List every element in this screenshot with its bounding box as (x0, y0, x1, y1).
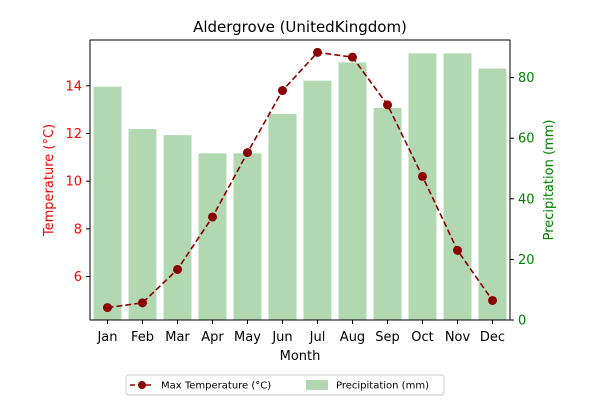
y-right-tick-label: 40 (518, 192, 535, 207)
temperature-point-jun (278, 86, 287, 96)
y-axis-left: 6 8 10 12 14 (65, 79, 90, 285)
x-tick-label: Jun (271, 330, 292, 345)
temperature-line-layer (103, 47, 497, 313)
temperature-point-mar (173, 264, 182, 274)
x-tick-label: Feb (131, 330, 154, 345)
legend-marker-swatch (138, 381, 146, 389)
temperature-point-nov (453, 245, 462, 255)
temperature-point-may (243, 148, 252, 158)
precipitation-bar-sep (373, 107, 402, 320)
temperature-point-oct (418, 171, 427, 181)
chart-title: Aldergrove (UnitedKingdom) (193, 18, 407, 36)
x-tick-label: Dec (480, 330, 505, 345)
y-left-tick-label: 14 (65, 79, 82, 94)
plot-frame (89, 39, 511, 321)
precipitation-bar-dec (478, 68, 507, 320)
y-right-tick-label: 80 (518, 71, 535, 86)
x-tick-label: Jul (309, 330, 326, 345)
x-tick-label: Oct (411, 330, 433, 345)
precipitation-bar-jul (303, 80, 332, 320)
y-right-tick-label: 0 (518, 314, 526, 329)
y-left-tick-label: 8 (74, 222, 82, 237)
y-left-tick-label: 6 (74, 270, 82, 285)
x-tick-label: Apr (201, 330, 224, 345)
precipitation-bar-may (233, 153, 262, 320)
x-tick-label: Aug (340, 330, 365, 345)
precipitation-bar-apr (198, 153, 227, 320)
x-axis: Jan Feb Mar Apr May Jun Jul Aug Sep Oct Nov Dec (96, 320, 505, 345)
legend-frame (125, 374, 445, 396)
y-axis-right: 0 20 40 60 80 (510, 71, 535, 329)
y-left-tick-label: 10 (65, 175, 82, 190)
x-tick-label: Sep (375, 330, 400, 345)
temperature-point-dec (488, 295, 497, 305)
precipitation-bar-jun (268, 113, 297, 320)
precipitation-bars (93, 53, 507, 321)
y-right-tick-label: 20 (518, 253, 535, 268)
temperature-point-apr (208, 212, 217, 222)
x-tick-label: Nov (445, 330, 471, 345)
y-axis-left-label: Temperature (°C) (42, 124, 57, 237)
y-right-tick-label: 60 (518, 132, 535, 147)
legend-label-temperature: Max Temperature (°C) (161, 381, 271, 392)
x-axis-label: Month (280, 349, 321, 364)
x-tick-label: May (234, 330, 261, 345)
legend: Max Temperature (°C) Precipitation (mm) (125, 374, 445, 396)
precipitation-bar-feb (128, 129, 157, 320)
x-tick-label: Mar (165, 330, 190, 345)
temperature-point-jan (103, 303, 112, 313)
precipitation-bar-mar (163, 135, 192, 320)
legend-bar-swatch (306, 380, 328, 390)
precipitation-bar-nov (443, 53, 472, 320)
precipitation-bar-aug (338, 62, 367, 321)
temperature-point-feb (138, 298, 147, 308)
x-tick-label: Jan (96, 330, 117, 345)
precipitation-bar-jan (93, 86, 122, 320)
y-left-tick-label: 12 (65, 127, 82, 142)
precipitation-bar-oct (408, 53, 437, 320)
temperature-point-jul (313, 47, 322, 57)
temperature-point-sep (383, 100, 392, 110)
temperature-line (107, 51, 494, 309)
temperature-point-aug (348, 52, 357, 62)
legend-label-precipitation: Precipitation (mm) (336, 381, 429, 392)
y-axis-right-label: Precipitation (mm) (542, 120, 557, 241)
